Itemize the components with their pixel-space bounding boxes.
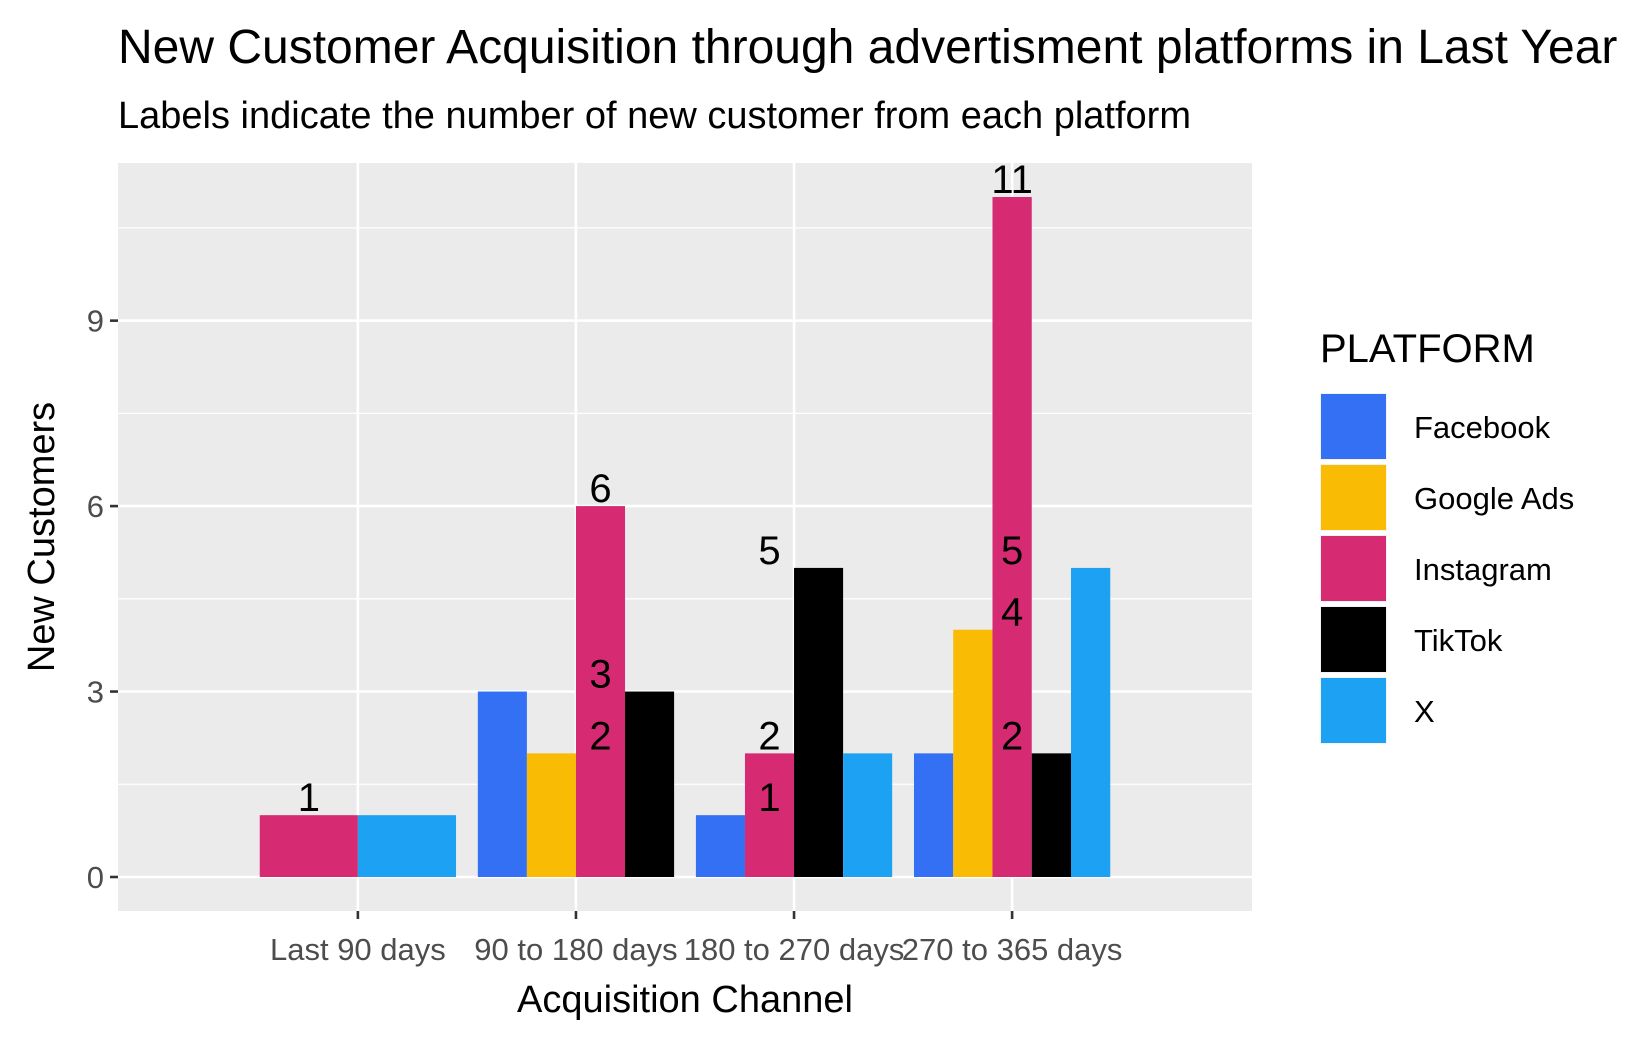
- bar-tiktok-270-to-365-days: [1031, 753, 1071, 877]
- bar-tiktok-90-to-180-days: [625, 691, 675, 877]
- y-axis-title: New Customers: [21, 402, 63, 672]
- bar-tiktok-180-to-270-days: [794, 567, 844, 877]
- x-tick-label-270-to-365-days: 270 to 365 days: [902, 932, 1123, 967]
- data-label-90-to-180-days-3: 3: [589, 653, 611, 697]
- bar-facebook-180-to-270-days: [695, 815, 745, 877]
- legend-swatch-tiktok: [1321, 607, 1386, 672]
- bar-google-ads-90-to-180-days: [526, 753, 576, 877]
- x-tick-label-180-to-270-days: 180 to 270 days: [684, 932, 905, 967]
- data-label-last-90-days-1: 1: [298, 776, 320, 820]
- bar-facebook-270-to-365-days: [913, 753, 954, 877]
- bar-google-ads-270-to-365-days: [953, 629, 993, 877]
- bar-x-180-to-270-days: [843, 753, 893, 877]
- bar-x-270-to-365-days: [1070, 567, 1111, 877]
- legend-swatch-instagram: [1321, 536, 1386, 601]
- bar-instagram-90-to-180-days: [575, 506, 626, 877]
- legend-swatch-google-ads: [1321, 465, 1386, 530]
- data-labels: 1 3 2 6 2 1 5 5 4 2 11: [298, 158, 1033, 820]
- legend-label-x: X: [1414, 694, 1435, 729]
- x-tick-label-90-to-180-days: 90 to 180 days: [474, 932, 677, 967]
- x-tick-label-last-90-days: Last 90 days: [270, 932, 446, 967]
- data-label-90-to-180-days-2: 2: [589, 714, 611, 758]
- chart-title: New Customer Acquisition through adverti…: [118, 21, 1617, 74]
- legend-swatch-facebook: [1321, 394, 1386, 459]
- bar-x-last-90-days: [357, 815, 457, 877]
- legend-label-facebook: Facebook: [1414, 410, 1551, 445]
- axes: 0 3 6 9 Last 90 days 90 to 180 days 180 to 270…: [87, 304, 1123, 967]
- data-label-270-to-365-days-2: 2: [1001, 714, 1023, 758]
- y-tick-label: 9: [87, 304, 104, 339]
- legend-title: PLATFORM: [1320, 327, 1535, 371]
- y-tick-label: 3: [87, 675, 104, 710]
- legend-label-google-ads: Google Ads: [1414, 481, 1574, 516]
- legend-swatch-x: [1321, 678, 1386, 743]
- chart-subtitle: Labels indicate the number of new custom…: [118, 95, 1191, 137]
- bar-facebook-90-to-180-days: [477, 691, 527, 877]
- data-label-180-to-270-days-2: 2: [758, 714, 780, 758]
- legend-label-tiktok: TikTok: [1414, 623, 1503, 658]
- data-label-270-to-365-days-4: 4: [1001, 591, 1023, 635]
- x-axis-title: Acquisition Channel: [517, 979, 853, 1021]
- y-tick-label: 0: [87, 860, 104, 895]
- bar-instagram-270-to-365-days: [992, 197, 1032, 877]
- legend-items: Facebook Google Ads Instagram TikTok X: [1320, 393, 1574, 744]
- bars: [259, 197, 1111, 877]
- y-tick-label: 6: [87, 489, 104, 524]
- data-label-270-to-365-days-5: 5: [1001, 529, 1023, 573]
- bar-instagram-last-90-days: [259, 815, 358, 877]
- bar-instagram-180-to-270-days: [744, 753, 795, 877]
- data-label-270-to-365-days-11: 11: [991, 158, 1033, 202]
- data-label-180-to-270-days-1: 1: [758, 776, 780, 820]
- data-label-180-to-270-days-5: 5: [758, 529, 780, 573]
- legend: PLATFORM Facebook Google Ads Instagram TikT…: [1320, 327, 1574, 744]
- data-label-90-to-180-days-6: 6: [589, 467, 611, 511]
- legend-label-instagram: Instagram: [1414, 552, 1552, 587]
